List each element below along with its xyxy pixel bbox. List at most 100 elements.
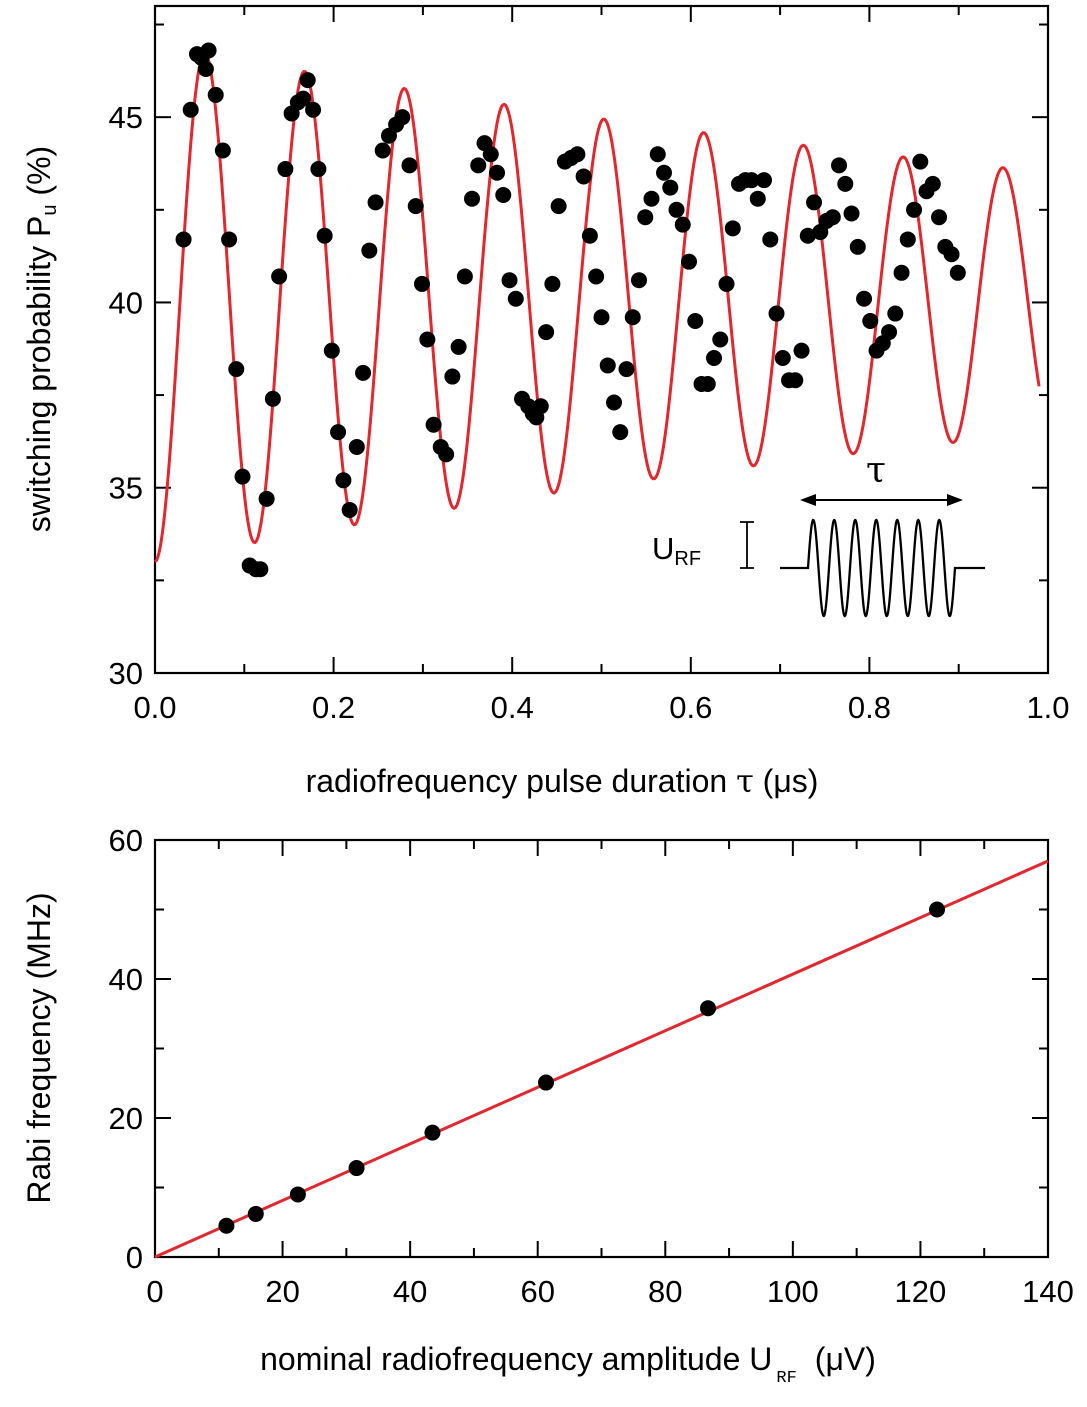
top-axis-ticks [154, 6, 1049, 674]
data-point [787, 372, 804, 389]
data-point [456, 268, 473, 285]
data-point [668, 201, 685, 218]
x-tick-label: 0 [146, 1274, 163, 1309]
data-point [774, 350, 791, 367]
data-point [200, 42, 217, 59]
data-point [299, 72, 316, 89]
x-tick-label: 1.0 [1026, 690, 1069, 725]
data-point [221, 231, 238, 248]
data-point [856, 290, 873, 307]
data-point [662, 179, 679, 196]
data-point [316, 227, 333, 244]
data-point [501, 272, 518, 289]
data-point [407, 198, 424, 215]
data-point [706, 350, 723, 367]
y-tick-label: 45 [109, 100, 143, 135]
data-point [348, 1160, 365, 1177]
data-point [849, 238, 866, 255]
data-point [943, 246, 960, 263]
data-point [881, 324, 898, 341]
x-tick-label: 40 [393, 1274, 427, 1309]
x-tick-label: 60 [520, 1274, 554, 1309]
x-tick-label: 0.0 [133, 690, 176, 725]
data-point [444, 368, 461, 385]
top-data-points [175, 42, 966, 578]
data-point [575, 168, 592, 185]
data-point [756, 172, 773, 189]
data-point [687, 312, 704, 329]
data-point [588, 268, 605, 285]
data-point [335, 472, 352, 489]
data-point [271, 268, 288, 285]
top-y-axis-label: switching probability Pu (%) [21, 146, 61, 532]
data-point [649, 146, 666, 163]
x-tick-label: 140 [1022, 1274, 1074, 1309]
data-point [330, 424, 347, 441]
data-point [464, 190, 481, 207]
data-point [837, 175, 854, 192]
y-tick-label: 20 [109, 1101, 143, 1136]
data-point [323, 342, 340, 359]
y-tick-label: 35 [109, 471, 143, 506]
data-point [912, 153, 929, 170]
data-point [931, 209, 948, 226]
data-point [258, 490, 275, 507]
data-point [831, 157, 848, 174]
data-point [637, 209, 654, 226]
data-point [618, 361, 635, 378]
data-point [681, 253, 698, 270]
data-point [724, 220, 741, 237]
bottom-plot-frame [153, 838, 1050, 1259]
data-point [712, 331, 729, 348]
data-point [593, 309, 610, 326]
data-point [295, 90, 312, 107]
bottom-data-points [218, 901, 946, 1234]
data-point [341, 501, 358, 518]
data-point [495, 186, 512, 203]
data-point [899, 231, 916, 248]
x-tick-label: 120 [895, 1274, 947, 1309]
x-tick-label: 80 [648, 1274, 682, 1309]
y-tick-label: 0 [126, 1240, 143, 1275]
bottom-tick-labels: 0 20 40 60 80 100 120 140 0 20 40 60 [109, 823, 1074, 1309]
x-tick-label: 0.6 [669, 690, 712, 725]
data-point [718, 275, 735, 292]
data-point [355, 364, 372, 381]
data-point [247, 1205, 264, 1222]
data-point [700, 1000, 717, 1017]
data-point [924, 175, 941, 192]
data-point [470, 157, 487, 174]
bottom-x-axis-label: nominal radiofrequency amplitude URF(μV) [260, 1341, 876, 1388]
data-point [207, 86, 224, 103]
data-point [277, 161, 294, 178]
data-point [394, 109, 411, 126]
bottom-axis-ticks [154, 839, 1049, 1258]
tau-arrow-left-head [800, 494, 816, 506]
bottom-fit-line [154, 859, 1049, 1259]
inset-amplitude-label: URF [652, 531, 701, 570]
data-point [234, 468, 251, 485]
data-point [862, 312, 879, 329]
data-point [538, 1074, 555, 1091]
data-point [425, 416, 442, 433]
x-tick-label: 0.2 [312, 690, 355, 725]
data-point [489, 164, 506, 181]
data-point [768, 305, 785, 322]
data-point [674, 216, 691, 233]
data-point [581, 227, 598, 244]
data-point [887, 305, 904, 322]
data-point [906, 201, 923, 218]
data-point [419, 331, 436, 348]
data-point [175, 231, 192, 248]
data-point [762, 231, 779, 248]
data-point [438, 446, 455, 463]
data-point [793, 342, 810, 359]
data-point [806, 194, 823, 211]
data-point [824, 209, 841, 226]
data-point [305, 101, 322, 118]
rf-pulse-waveform [780, 518, 985, 618]
data-point [843, 205, 860, 222]
top-tick-labels: 0.0 0.2 0.4 0.6 0.8 1.0 30 35 40 45 [109, 100, 1070, 725]
x-tick-label: 100 [767, 1274, 819, 1309]
